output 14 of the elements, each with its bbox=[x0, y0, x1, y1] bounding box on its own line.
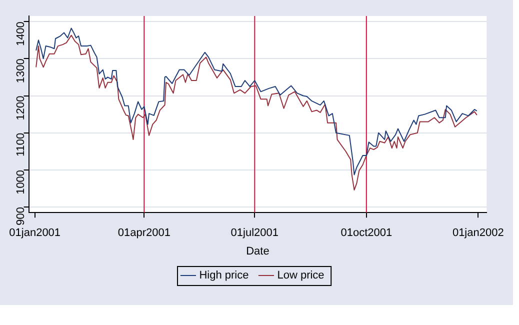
x-tick-label: 01jan2001 bbox=[9, 227, 61, 240]
y-tick-label: 900 bbox=[14, 207, 27, 226]
y-tick-label: 1300 bbox=[14, 58, 27, 84]
x-tick-label: 01jan2002 bbox=[452, 227, 504, 240]
x-tick-label: 01apr2001 bbox=[118, 227, 170, 240]
y-tick-label: 1000 bbox=[14, 170, 27, 194]
legend-label: High price bbox=[199, 270, 249, 282]
x-tick-label: 01jul2001 bbox=[230, 227, 279, 240]
y-tick-label: 1100 bbox=[14, 132, 27, 157]
x-axis-title: Date bbox=[246, 245, 270, 258]
y-tick-label: 1200 bbox=[14, 96, 27, 120]
legend-label: Low price bbox=[277, 270, 324, 282]
y-tick-label: 1400 bbox=[14, 22, 27, 46]
x-tick-label: 01oct2001 bbox=[340, 227, 392, 240]
